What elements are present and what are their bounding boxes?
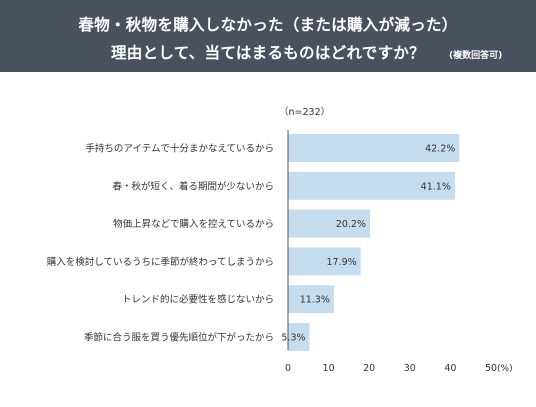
sample-size-label: （n=232） — [279, 106, 330, 118]
bar-value-label: 11.3% — [300, 295, 330, 306]
x-tick-label: 40 — [444, 363, 456, 374]
bar-value-label: 17.9% — [326, 257, 356, 268]
bar — [288, 323, 310, 351]
chart-title-line-2: 理由として、当てはまるものはどれですか？ — [111, 44, 425, 62]
x-tick-label: 30 — [404, 363, 416, 374]
x-axis-unit: (%) — [497, 364, 513, 374]
category-label: 季節に合う服を買う優先順位が下がったから — [84, 332, 274, 344]
bar — [288, 247, 361, 276]
bar — [288, 171, 455, 200]
x-tick-label: 0 — [285, 363, 291, 374]
category-label: 購入を検討しているうちに季節が終わってしまうから — [47, 256, 274, 268]
bar-value-label: 20.2% — [336, 219, 366, 230]
bar-value-label: 5.3% — [281, 333, 305, 344]
multiple-answer-note: (複数回答可) — [449, 51, 503, 61]
bar — [288, 134, 460, 162]
x-tick-label: 10 — [323, 363, 335, 374]
bar — [288, 285, 334, 314]
x-tick-label: 20 — [363, 363, 375, 374]
bar — [288, 209, 371, 238]
category-label: 物価上昇などで購入を控えているから — [113, 218, 274, 230]
category-label: トレンド的に必要性を感じないから — [122, 294, 274, 306]
bar-value-label: 42.2% — [425, 144, 455, 155]
chart-header: 春物・秋物を購入しなかった（または購入が減った） 理由として、当てはまるものはど… — [0, 0, 536, 72]
category-label: 手持ちのアイテムで十分まかなえているから — [85, 143, 274, 155]
category-label: 春・秋が短く、着る期間が少ないから — [112, 180, 274, 192]
bar-value-label: 41.1% — [421, 181, 451, 192]
x-tick-label: 50 — [485, 363, 497, 374]
chart-title-line-1: 春物・秋物を購入しなかった（または購入が減った） — [78, 16, 458, 34]
